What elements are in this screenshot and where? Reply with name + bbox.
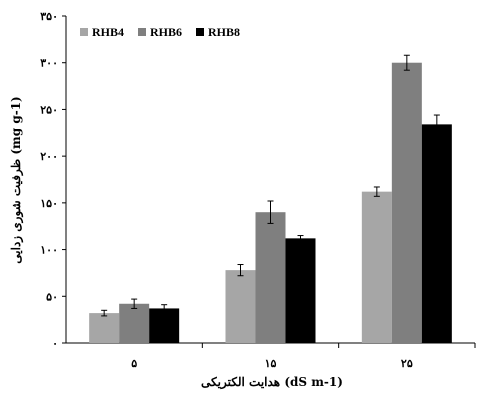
y-tick-label: ۱۰۰ (40, 244, 58, 257)
y-axis-title: ظرفیت شوری زدایی (mg g-1) (9, 96, 24, 263)
y-tick-label: ۱۵۰ (40, 197, 58, 210)
bar-rhb4 (361, 191, 392, 343)
y-tick-label: ۳۰۰ (40, 57, 58, 70)
legend-swatch-rhb8 (196, 28, 204, 36)
x-axis-title: هدایت الکتریکی (dS m-1) (201, 375, 343, 390)
bar-rhb8 (285, 238, 316, 343)
bar-rhb6 (391, 62, 422, 343)
legend-swatch-rhb4 (80, 28, 88, 36)
y-tick-label: ۵۰ (46, 290, 58, 303)
bar-rhb8 (421, 124, 452, 344)
x-tick-label: ۵ (131, 357, 137, 370)
plot-area: ۰ ۵۰ ۱۰۰ ۱۵۰ ۲۰۰ ۲۵۰ ۳۰۰ ۳۵۰ ۵ ۱۵ ۲۵ RHB4 RHB6 RHB8 (40, 10, 476, 370)
x-tick-label: ۱۵ (265, 357, 277, 370)
y-tick-label: ۳۵۰ (40, 10, 58, 23)
bar-rhb8 (149, 308, 180, 343)
y-tick-label: ۰ (52, 337, 58, 350)
y-tick-label: ۲۰۰ (40, 150, 58, 163)
x-tick-label: ۲۵ (401, 357, 413, 370)
bar-rhb6 (255, 212, 286, 343)
legend-swatch-rhb6 (138, 28, 146, 36)
legend-label-rhb8: RHB8 (208, 25, 240, 39)
bar-rhb4 (225, 270, 256, 343)
y-tick-label: ۲۵۰ (40, 103, 58, 116)
bar-rhb6 (119, 303, 150, 343)
legend-label-rhb6: RHB6 (150, 25, 182, 39)
legend-label-rhb4: RHB4 (92, 25, 124, 39)
bar-rhb4 (89, 313, 120, 343)
